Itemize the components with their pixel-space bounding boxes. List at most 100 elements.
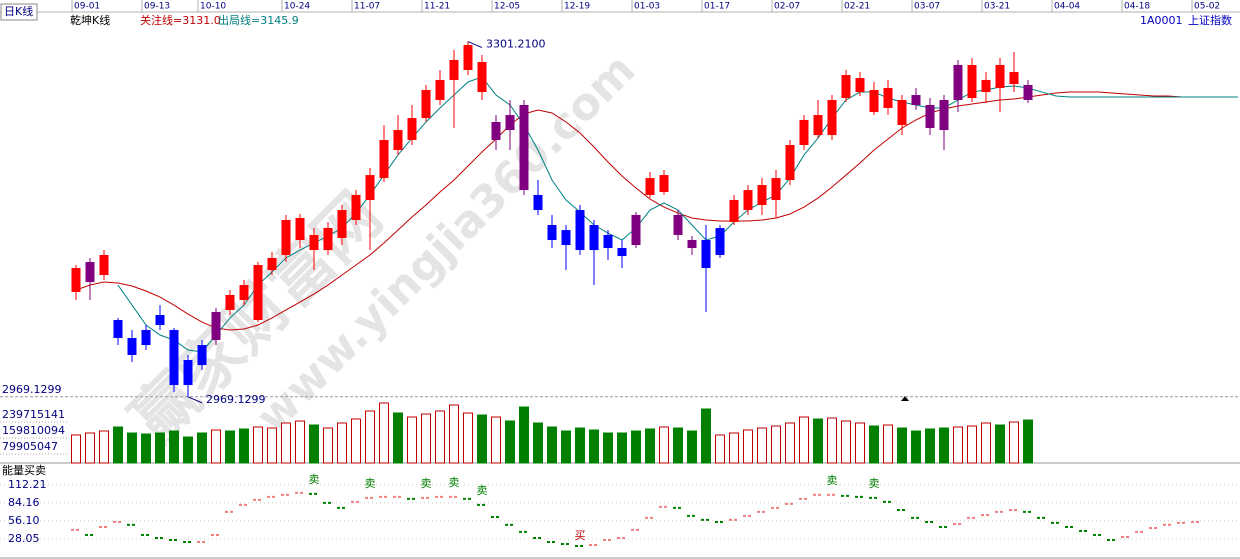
candle-body — [351, 194, 361, 220]
candle-body — [799, 119, 809, 145]
candle-body — [505, 115, 515, 131]
candle-body — [491, 122, 501, 140]
candle-body — [757, 185, 767, 206]
signal-label: 卖 — [869, 477, 880, 490]
volume-bar — [701, 408, 711, 464]
legend-entry: 出局线=3145.9 — [218, 13, 299, 27]
volume-bar — [589, 429, 599, 464]
candle-body — [477, 61, 487, 93]
volume-bar — [841, 420, 851, 464]
volume-bar — [603, 432, 613, 464]
signal-label: 卖 — [477, 484, 488, 497]
volume-bar — [211, 429, 221, 464]
volume-bar — [813, 418, 823, 464]
candle-body — [589, 225, 599, 251]
candle-body — [533, 194, 543, 211]
candle-body — [785, 145, 795, 180]
candle-body — [239, 285, 249, 301]
chart-title: 乾坤K线 — [70, 13, 110, 27]
x-tick-label: 01-17 — [704, 2, 730, 12]
x-tick-label: 04-18 — [1124, 2, 1150, 12]
period-box — [0, 3, 38, 21]
y-tick-label: 159810094 — [2, 424, 65, 437]
candle-body — [309, 234, 319, 251]
x-tick-label: 05-02 — [1194, 2, 1220, 12]
volume-bar — [253, 426, 263, 464]
volume-bar — [183, 436, 193, 464]
volume-bar — [925, 428, 935, 464]
candle-body — [631, 214, 641, 246]
volume-bar — [533, 422, 543, 464]
volume-bar — [71, 434, 81, 464]
volume-bar — [855, 422, 865, 464]
code: 1A0001 — [1140, 14, 1183, 27]
volume-bar — [225, 430, 235, 464]
candle-body — [617, 248, 627, 257]
annotation-label: 3301.2100 — [486, 38, 546, 51]
candle-body — [897, 99, 907, 125]
volume-bar — [687, 430, 697, 464]
volume-bar — [645, 428, 655, 464]
volume-bar — [981, 422, 991, 464]
volume-bar — [267, 427, 277, 464]
legend-entry: 关注线=3131.0 — [140, 13, 221, 27]
candle-body — [925, 104, 935, 128]
volume-bar — [561, 430, 571, 464]
x-tick-label: 02-07 — [774, 2, 800, 12]
candle-body — [393, 130, 403, 151]
candle-body — [379, 139, 389, 179]
y-tick-label: 84.16 — [8, 496, 40, 509]
volume-bar — [309, 424, 319, 464]
candle-body — [85, 262, 95, 283]
volume-bar — [897, 427, 907, 464]
candle-body — [645, 178, 655, 195]
volume-bar — [631, 430, 641, 464]
candle-body — [183, 360, 193, 386]
volume-bar — [757, 427, 767, 464]
candle-body — [743, 190, 753, 211]
cursor-marker — [901, 396, 909, 401]
volume-bar — [715, 434, 725, 464]
candle-body — [561, 230, 571, 246]
candle-body — [435, 79, 445, 100]
volume-bar — [393, 412, 403, 464]
volume-bar — [281, 422, 291, 464]
y-tick-label: 2969.1299 — [2, 383, 62, 396]
candle-body — [141, 329, 151, 346]
volume-bar — [337, 422, 347, 464]
candle-body — [953, 64, 963, 100]
x-tick-label: 10-24 — [284, 2, 310, 12]
candle-body — [1023, 84, 1033, 100]
volume-bar — [365, 410, 375, 464]
volume-bar — [491, 416, 501, 464]
volume-bar — [421, 413, 431, 464]
volume-bar — [435, 410, 445, 464]
candle-body — [855, 78, 865, 93]
volume-bar — [113, 426, 123, 464]
volume-bar — [547, 426, 557, 464]
volume-bar — [911, 430, 921, 464]
candle-body — [911, 95, 921, 105]
annotation-line — [467, 41, 483, 49]
volume-bar — [827, 417, 837, 464]
candle-body — [813, 115, 823, 136]
x-tick-label: 03-07 — [914, 2, 940, 12]
volume-bar — [449, 404, 459, 464]
candle-body — [939, 99, 949, 131]
volume-bar — [771, 425, 781, 464]
candle-body — [463, 44, 473, 71]
candle-body — [211, 311, 221, 341]
candle-body — [995, 64, 1005, 88]
volume-bar — [575, 427, 585, 464]
volume-bar — [785, 422, 795, 464]
volume-bar — [477, 414, 487, 464]
candle-body — [323, 228, 333, 251]
candle-body — [729, 199, 739, 223]
volume-bar — [197, 432, 207, 464]
candle-body — [575, 210, 585, 251]
volume-bar — [953, 426, 963, 464]
candle-body — [127, 337, 137, 355]
candle-body — [687, 239, 697, 249]
